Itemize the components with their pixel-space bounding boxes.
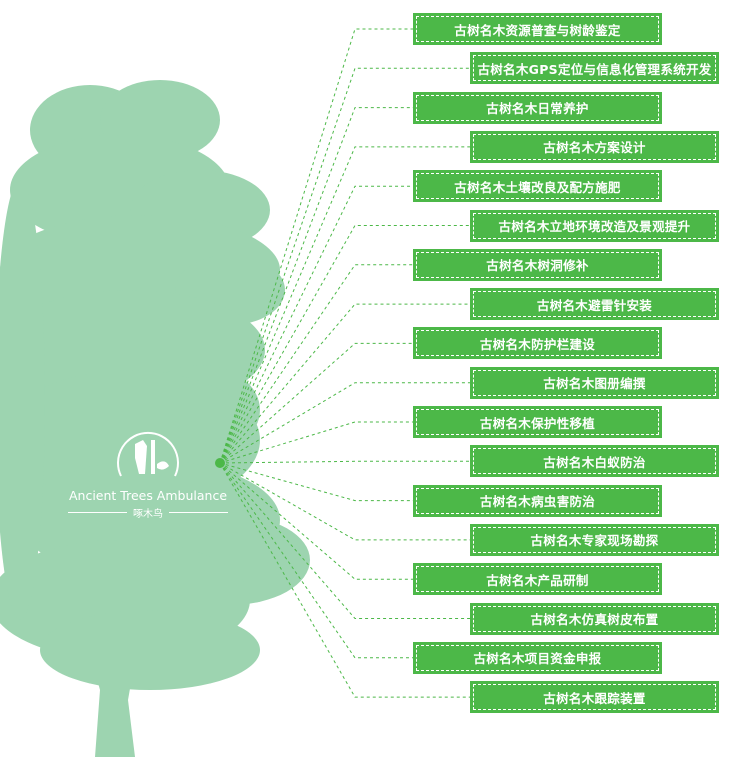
service-label: 古树名木专家现场勘探: [473, 526, 716, 553]
service-label: 古树名木GPS定位与信息化管理系统开发: [473, 55, 716, 82]
service-box: 古树名木图册编撰: [470, 366, 719, 399]
ambulance-logo: Ancient Trees Ambulance 啄木鸟: [68, 424, 228, 520]
connector-line: [219, 185, 413, 464]
service-label: 古树名木白蚁防治: [473, 448, 716, 475]
connector-line: [219, 264, 413, 464]
service-box: 古树名木病虫害防治: [413, 484, 662, 517]
connector-line: [219, 462, 470, 619]
service-box: 古树名木立地环境改造及景观提升: [470, 209, 719, 242]
connector-line: [219, 107, 413, 464]
service-box: 古树名木产品研制: [413, 563, 662, 596]
service-label: 古树名木树洞修补: [416, 251, 659, 278]
service-label: 古树名木立地环境改造及景观提升: [473, 212, 716, 239]
origin-dot: [215, 458, 225, 468]
service-box: 古树名木避雷针安装: [470, 288, 719, 321]
service-label: 古树名木跟踪装置: [473, 684, 716, 711]
connector-line: [219, 146, 470, 464]
connector-line: [219, 462, 413, 502]
service-label: 古树名木保护性移植: [416, 409, 659, 435]
logo-name-cn: 啄木鸟: [133, 509, 163, 520]
connector-line: [219, 28, 413, 464]
woodpecker-logo-icon: [117, 432, 179, 477]
service-label: 古树名木病虫害防治: [416, 487, 659, 514]
service-box: 古树名木土壤改良及配方施肥: [413, 170, 662, 203]
service-label: 古树名木资源普查与树龄鉴定: [416, 16, 659, 42]
logo-name-en: Ancient Trees Ambulance: [68, 488, 228, 503]
service-box: 古树名木方案设计: [470, 130, 719, 163]
service-box: 古树名木白蚁防治: [470, 445, 719, 478]
connector-line: [219, 462, 470, 698]
service-box: 古树名木跟踪装置: [470, 681, 719, 714]
connector-line: [219, 462, 413, 580]
service-box: 古树名木项目资金申报: [413, 641, 662, 674]
service-box: 古树名木日常养护: [413, 91, 662, 124]
service-label: 古树名木项目资金申报: [416, 644, 659, 671]
connector-line: [219, 225, 470, 464]
service-box: 古树名木GPS定位与信息化管理系统开发: [470, 52, 719, 85]
service-label: 古树名木产品研制: [416, 566, 659, 593]
service-label: 古树名木土壤改良及配方施肥: [416, 173, 659, 200]
service-label: 古树名木仿真树皮布置: [473, 605, 716, 632]
service-box: 古树名木保护性移植: [413, 406, 662, 438]
connector-line: [219, 460, 470, 464]
connector-line: [219, 342, 413, 464]
service-label: 古树名木方案设计: [473, 133, 716, 160]
service-box: 古树名木树洞修补: [413, 248, 662, 281]
service-label: 古树名木日常养护: [416, 94, 659, 121]
service-label: 古树名木图册编撰: [473, 369, 716, 396]
service-label: 古树名木避雷针安装: [473, 291, 716, 318]
service-box: 古树名木资源普查与树龄鉴定: [413, 13, 662, 45]
service-label: 古树名木防护栏建设: [416, 330, 659, 357]
connector-line: [219, 67, 470, 464]
service-box: 古树名木专家现场勘探: [470, 523, 719, 556]
service-box: 古树名木防护栏建设: [413, 327, 662, 360]
connector-line: [219, 382, 470, 464]
connector-line: [219, 421, 413, 464]
service-box: 古树名木仿真树皮布置: [470, 602, 719, 635]
connector-line: [219, 462, 413, 659]
